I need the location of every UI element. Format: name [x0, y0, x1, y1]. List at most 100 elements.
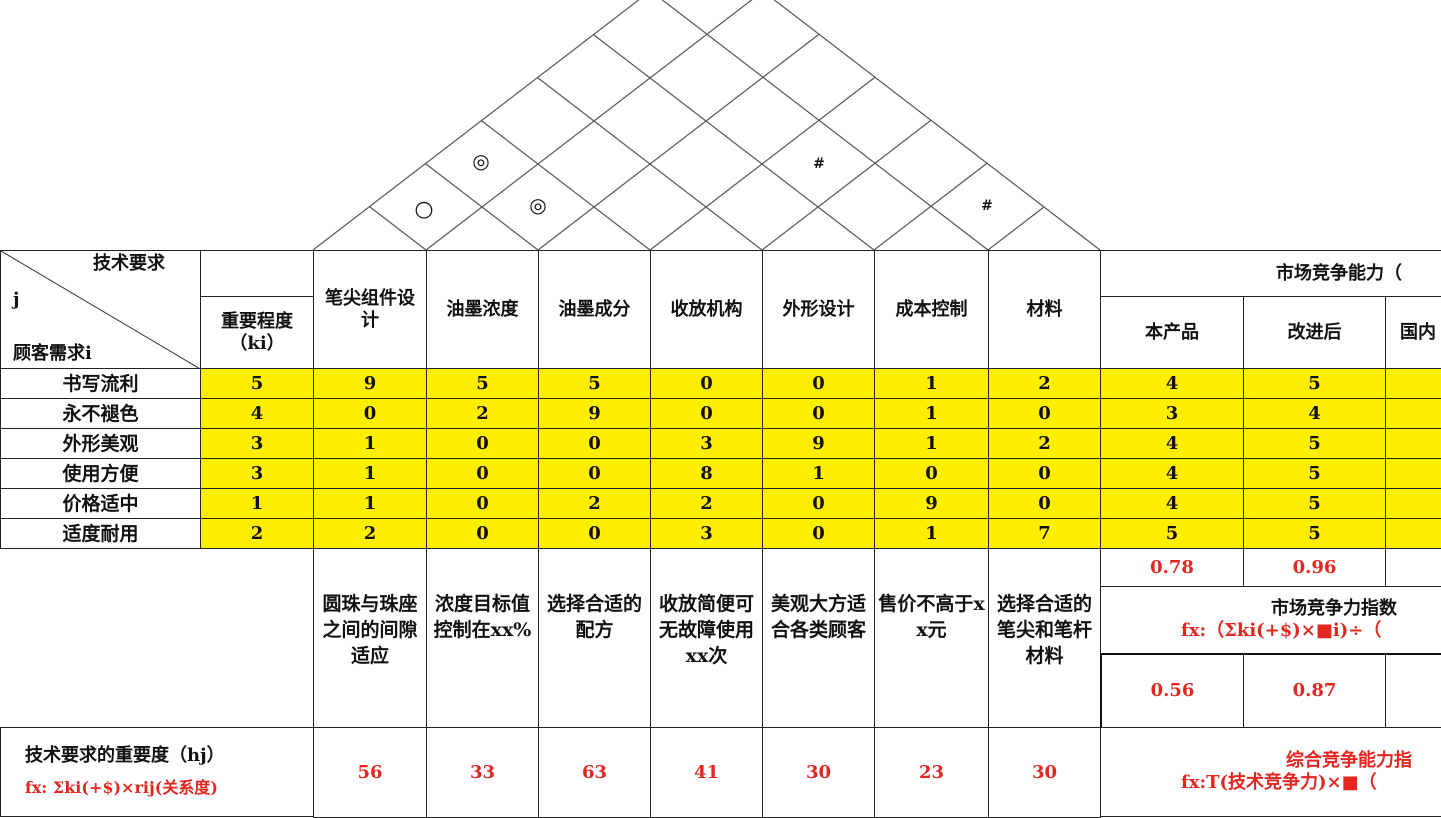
corner-header-cell: 技术要求 j 顾客需求i: [0, 250, 201, 369]
relation-value: 5: [426, 368, 539, 399]
design-spec-cell: 美观大方适合各类顾客: [762, 548, 875, 728]
relation-value: 9: [874, 488, 989, 519]
roof-grid-line: [369, 206, 427, 251]
relation-value: 1: [874, 518, 989, 549]
roof-grid-line: [537, 33, 820, 251]
importance-header: 重要程度（ki）: [200, 296, 314, 369]
market-score-value: 5: [1243, 518, 1386, 549]
design-spec-cell: 收放简便可无故障使用xx次: [650, 548, 763, 728]
market-index-formula: fx:（Σki(+$)×■i)÷（: [1181, 620, 1382, 641]
composite-index-formula: fx:T(技术竞争力)×■（: [1181, 772, 1377, 793]
market-column-header: 国内: [1385, 296, 1441, 369]
market-score-total: 0.96: [1243, 548, 1386, 587]
roof-grid-line: [593, 34, 875, 251]
tech-importance-label: 技术要求的重要度（hj）: [25, 745, 225, 766]
tech-column-header: 材料: [988, 250, 1101, 369]
relation-value: 9: [762, 428, 875, 459]
customer-need-cell: 书写流利: [0, 368, 201, 399]
relation-value: 1: [874, 428, 989, 459]
market-column-header: 本产品: [1100, 296, 1244, 369]
tech-importance-value: 23: [874, 727, 989, 818]
negative-correlation-icon: #: [981, 198, 993, 214]
relation-value: 0: [650, 398, 763, 429]
roof-grid-line: [537, 77, 763, 251]
customer-need-cell: 使用方便: [0, 458, 201, 489]
market-score-total-clipped: [1385, 548, 1441, 587]
market-index-header: 市场竞争力指数 fx:（Σki(+$)×■i)÷（: [1100, 586, 1441, 654]
design-spec-cell: 浓度目标值控制在xx%: [426, 548, 539, 728]
tech-column-header: 外形设计: [762, 250, 875, 369]
design-spec-cell: 选择合适的配方: [538, 548, 651, 728]
market-score-value: 4: [1100, 488, 1244, 519]
relation-value: 2: [988, 368, 1101, 399]
importance-value: 5: [200, 368, 314, 399]
roof-grid-line: [761, 119, 932, 251]
relation-value: 2: [650, 488, 763, 519]
tech-importance-value: 30: [762, 727, 875, 818]
relation-value: 0: [538, 518, 651, 549]
market-score-value: 3: [1100, 398, 1244, 429]
tech-importance-value: 41: [650, 727, 763, 818]
relation-value: 0: [988, 488, 1101, 519]
relation-value: 0: [426, 488, 539, 519]
relation-value: 2: [426, 398, 539, 429]
roof-grid-line: [661, 0, 989, 251]
relation-value: 0: [650, 368, 763, 399]
roof-grid-line: [481, 120, 651, 251]
importance-value: 3: [200, 428, 314, 459]
weak-positive-correlation-icon: ○: [414, 196, 434, 222]
design-spec-cell: 售价不高于xx元: [874, 548, 989, 728]
market-column-header: 改进后: [1243, 296, 1386, 369]
tech-column-header: 油墨成分: [538, 250, 651, 369]
tech-importance-value: 30: [988, 727, 1101, 818]
importance-value: 1: [200, 488, 314, 519]
relation-value: 0: [874, 458, 989, 489]
relation-value: 0: [538, 428, 651, 459]
correlation-roof: [312, 0, 1101, 251]
customer-need-cell: 适度耐用: [0, 518, 201, 549]
tech-importance-value: 63: [538, 727, 651, 818]
relation-value: 0: [988, 398, 1101, 429]
relation-value: 0: [313, 398, 427, 429]
importance-value: 3: [200, 458, 314, 489]
composite-index-cell: 综合竞争能力指 fx:T(技术竞争力)×■（: [1100, 727, 1441, 817]
diagonal-divider: [1, 251, 200, 368]
market-index-value-clipped: [1385, 653, 1441, 728]
relation-value: 0: [762, 488, 875, 519]
tech-importance-value: 56: [313, 727, 427, 818]
relation-value: 1: [313, 488, 427, 519]
strong-positive-correlation-icon: ◎: [529, 193, 547, 217]
relation-value: 7: [988, 518, 1101, 549]
roof-grid-line: [987, 206, 1045, 251]
relation-value: 0: [426, 428, 539, 459]
roof-grid-line: [649, 76, 876, 251]
market-score-value-clipped: [1385, 428, 1441, 459]
design-spec-cell: 选择合适的笔尖和笔杆材料: [988, 548, 1101, 728]
roof-grid-line: [873, 162, 988, 251]
relation-value: 3: [650, 518, 763, 549]
customer-need-label: 顾客需求i: [13, 343, 92, 364]
relation-value: 9: [538, 398, 651, 429]
tech-req-label: 技术要求: [93, 253, 165, 274]
relation-value: 2: [538, 488, 651, 519]
relation-value: 0: [426, 458, 539, 489]
relation-value: 2: [313, 518, 427, 549]
roof-grid-line: [773, 0, 1101, 251]
market-score-value: 5: [1243, 428, 1386, 459]
market-score-value: 5: [1100, 518, 1244, 549]
market-competitiveness-header: 市场竞争能力（: [1100, 250, 1441, 297]
tech-column-header: 笔尖组件设计: [313, 250, 427, 369]
market-index-title: 市场竞争力指数: [1271, 598, 1397, 619]
importance-value: 2: [200, 518, 314, 549]
tech-importance-formula: fx: Σki(+$)×rij(关系度): [25, 778, 218, 797]
relation-value: 0: [988, 458, 1101, 489]
relation-value: 1: [874, 398, 989, 429]
relation-value: 1: [313, 428, 427, 459]
relation-value: 0: [538, 458, 651, 489]
negative-correlation-icon: #: [813, 156, 825, 172]
blank-cell: [0, 548, 314, 728]
tech-importance-label-cell: 技术要求的重要度（hj） fx: Σki(+$)×rij(关系度): [0, 727, 314, 817]
market-score-value-clipped: [1385, 368, 1441, 399]
design-spec-cell: 圆珠与珠座之间的间隙适应: [313, 548, 427, 728]
market-index-value: 0.56: [1100, 653, 1244, 728]
